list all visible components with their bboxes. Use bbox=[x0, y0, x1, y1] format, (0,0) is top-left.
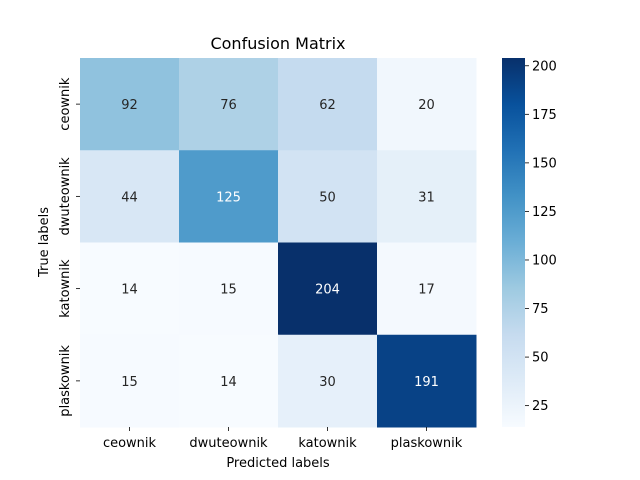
heatmap-cell-r0-c0 bbox=[80, 58, 180, 151]
cell-value-r2-c1: 15 bbox=[220, 283, 237, 298]
cell-value-r0-c3: 20 bbox=[418, 98, 435, 113]
heatmap-cell-r0-c1 bbox=[179, 58, 279, 151]
cell-value-r3-c2: 30 bbox=[319, 375, 336, 390]
cell-value-r2-c2: 204 bbox=[315, 283, 340, 298]
cell-value-r0-c2: 62 bbox=[319, 98, 336, 113]
heatmap-cell-r1-c1 bbox=[179, 150, 279, 243]
cell-value-r2-c0: 14 bbox=[121, 283, 138, 298]
colorbar-tick-label-2: 75 bbox=[532, 302, 549, 317]
cell-value-r3-c0: 15 bbox=[121, 375, 138, 390]
x-axis: ceownik dwuteownik katownik plaskownik bbox=[103, 427, 463, 451]
heatmap-cell-r0-c3 bbox=[377, 58, 477, 151]
heatmap-cell-r0-c2 bbox=[278, 58, 378, 151]
x-tick-label-1: dwuteownik bbox=[189, 436, 268, 451]
heatmap-cell-r2-c3 bbox=[377, 242, 477, 336]
colorbar: 25 50 75 100 125 150 175 200 bbox=[502, 58, 557, 427]
heatmap-cell-r1-c2 bbox=[278, 150, 378, 243]
y-axis: ceownik dwuteownik katownik plaskownik bbox=[58, 77, 80, 417]
heatmap-cell-r2-c1 bbox=[179, 242, 279, 336]
cell-value-r3-c3: 191 bbox=[414, 375, 439, 390]
x-tick-label-3: plaskownik bbox=[391, 436, 463, 451]
heatmap-cells: 92 76 62 20 44 125 50 31 14 15 204 17 15 14 30 191 bbox=[80, 58, 477, 428]
x-axis-label: Predicted labels bbox=[226, 456, 330, 471]
cell-value-r2-c3: 17 bbox=[418, 283, 435, 298]
chart-title: Confusion Matrix bbox=[210, 34, 345, 53]
heatmap-cell-r3-c0 bbox=[80, 334, 180, 428]
y-axis-label: True labels bbox=[37, 207, 52, 278]
colorbar-tick-label-7: 200 bbox=[532, 59, 557, 74]
heatmap-cell-r3-c2 bbox=[278, 334, 378, 428]
cell-value-r0-c1: 76 bbox=[220, 98, 237, 113]
y-tick-label-3: plaskownik bbox=[58, 345, 73, 417]
cell-value-r1-c3: 31 bbox=[418, 190, 435, 205]
colorbar-tick-label-3: 100 bbox=[532, 253, 557, 268]
y-tick-label-2: katownik bbox=[58, 259, 73, 318]
y-tick-label-1: dwuteownik bbox=[58, 157, 73, 236]
cell-value-r1-c1: 125 bbox=[216, 190, 241, 205]
colorbar-tick-label-0: 25 bbox=[532, 399, 549, 414]
colorbar-tick-label-5: 150 bbox=[532, 156, 557, 171]
colorbar-tick-label-6: 175 bbox=[532, 108, 557, 123]
heatmap-cell-r2-c2 bbox=[278, 242, 378, 336]
heatmap-cell-r1-c3 bbox=[377, 150, 477, 243]
cell-value-r1-c0: 44 bbox=[121, 190, 138, 205]
heatmap-cell-r1-c0 bbox=[80, 150, 180, 243]
heatmap-cell-r2-c0 bbox=[80, 242, 180, 336]
heatmap-cell-r3-c1 bbox=[179, 334, 279, 428]
cell-value-r0-c0: 92 bbox=[121, 98, 138, 113]
colorbar-tick-label-1: 50 bbox=[532, 351, 549, 366]
cell-value-r1-c2: 50 bbox=[319, 190, 336, 205]
colorbar-scale bbox=[502, 58, 525, 427]
x-tick-label-2: katownik bbox=[298, 436, 357, 451]
colorbar-tick-label-4: 125 bbox=[532, 205, 557, 220]
heatmap-cell-r3-c3 bbox=[377, 334, 477, 428]
x-tick-label-0: ceownik bbox=[103, 436, 157, 451]
y-tick-label-0: ceownik bbox=[58, 77, 73, 131]
cell-value-r3-c1: 14 bbox=[220, 375, 237, 390]
